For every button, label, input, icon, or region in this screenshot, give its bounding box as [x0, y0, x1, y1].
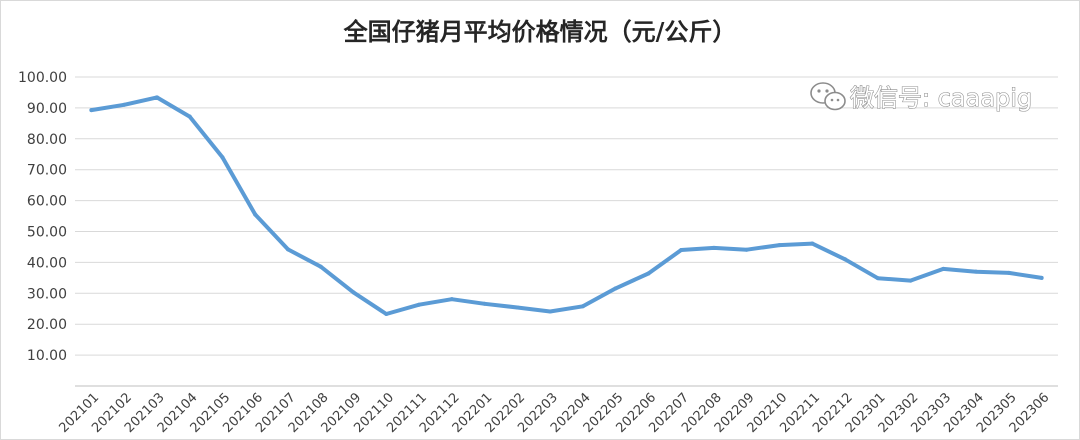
data-point — [744, 247, 749, 252]
data-point — [285, 247, 290, 252]
data-point — [843, 257, 848, 262]
data-point — [122, 102, 127, 107]
data-point — [974, 269, 979, 274]
watermark: 微信号: caaapig — [810, 82, 1033, 113]
y-tick-label: 100.00 — [18, 70, 67, 86]
data-point — [318, 264, 323, 269]
data-point — [613, 286, 618, 291]
y-tick-label: 80.00 — [27, 132, 67, 148]
data-point — [711, 245, 716, 250]
y-tick-label: 60.00 — [27, 194, 67, 210]
data-point — [1039, 275, 1044, 280]
x-axis-ticks: 2021012021022021032021042021052021062021… — [57, 390, 1053, 436]
data-point — [908, 278, 913, 283]
data-point — [253, 212, 258, 217]
y-tick-label: 50.00 — [27, 225, 67, 241]
data-point — [777, 243, 782, 248]
y-axis-ticks: 10.00 20.00 30.00 40.00 50.00 60.00 70.00 80.00… — [18, 70, 67, 364]
y-tick-label: 30.00 — [27, 286, 67, 302]
data-point — [220, 155, 225, 160]
series-line — [89, 95, 1044, 316]
data-point — [1006, 270, 1011, 275]
data-point — [941, 266, 946, 271]
chart-title: 全国仔猪月平均价格情况（元/公斤） — [343, 17, 737, 46]
data-point — [548, 309, 553, 314]
data-point — [154, 95, 159, 100]
wechat-icon — [810, 82, 846, 111]
gridlines — [75, 76, 1058, 387]
data-point — [515, 305, 520, 310]
data-point — [679, 248, 684, 253]
y-tick-label: 20.00 — [27, 317, 67, 333]
data-point — [449, 297, 454, 302]
y-tick-label: 90.00 — [27, 101, 67, 117]
data-point — [89, 108, 94, 113]
y-tick-label: 10.00 — [27, 348, 67, 364]
series-layer — [89, 95, 1044, 317]
data-point — [187, 114, 192, 119]
data-point — [580, 304, 585, 309]
data-point — [875, 276, 880, 281]
data-point — [384, 312, 389, 317]
data-point — [810, 241, 815, 246]
y-tick-label: 70.00 — [27, 163, 67, 179]
y-tick-label: 40.00 — [27, 255, 67, 271]
data-point — [646, 271, 651, 276]
data-point — [351, 290, 356, 295]
data-point — [417, 302, 422, 307]
data-point — [482, 301, 487, 306]
watermark-text: 微信号: caaapig — [850, 84, 1032, 112]
